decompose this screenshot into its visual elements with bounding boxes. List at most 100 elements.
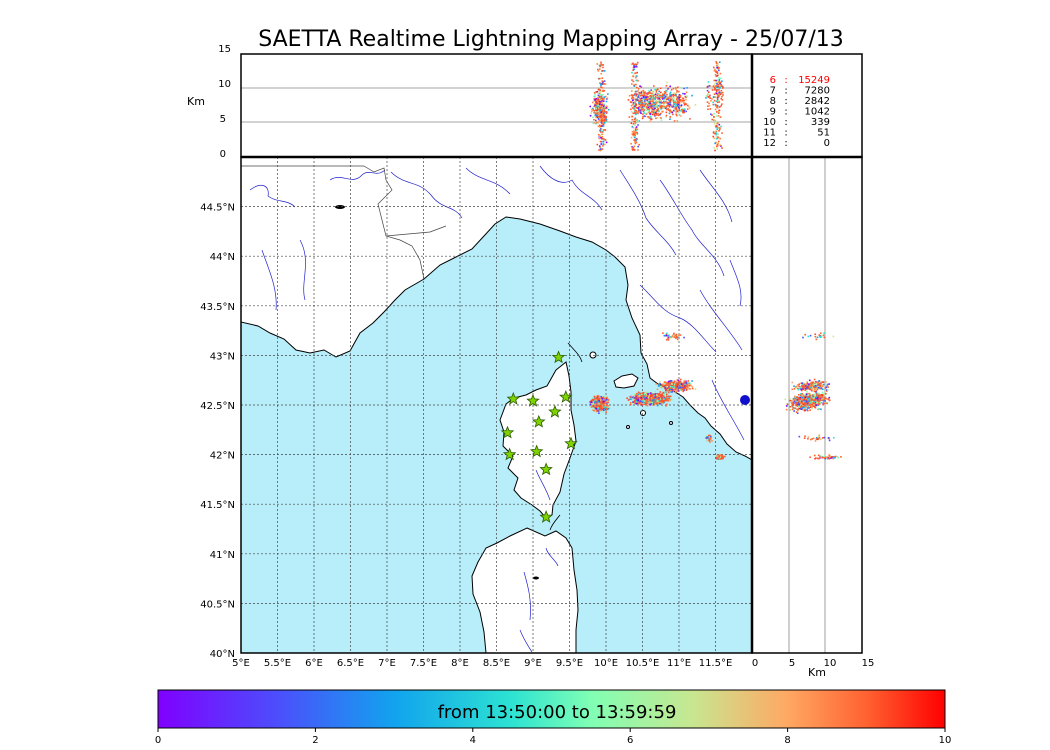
- altitude-source-point: [633, 87, 635, 89]
- altitude-source-point: [717, 122, 719, 125]
- lightning-source-point: [642, 392, 645, 395]
- altitude-source-point: [600, 95, 603, 98]
- side-source-point: [828, 457, 831, 460]
- side-source-point: [824, 402, 826, 405]
- altitude-source-point: [651, 109, 653, 112]
- altitude-source-point: [664, 107, 667, 110]
- altitude-source-point: [670, 94, 673, 97]
- altitude-source-point: [600, 101, 602, 103]
- altitude-source-point: [715, 137, 718, 140]
- lightning-source-point: [628, 395, 631, 398]
- lightning-source-point: [663, 393, 665, 396]
- lightning-source-point: [678, 385, 681, 387]
- altitude-source-point: [713, 84, 716, 87]
- altitude-source-point: [602, 69, 604, 72]
- altitude-source-point: [596, 121, 598, 124]
- altitude-source-point: [652, 105, 655, 108]
- altitude-source-point: [654, 88, 656, 91]
- altitude-source-point: [601, 98, 604, 101]
- lightning-source-point: [643, 395, 645, 397]
- side-source-point: [806, 396, 808, 398]
- side-source-point: [840, 456, 842, 458]
- altitude-source-point: [666, 102, 668, 104]
- lightning-source-point: [684, 380, 687, 383]
- side-source-point: [823, 394, 826, 397]
- altitude-source-point: [634, 117, 637, 119]
- lightning-source-point: [634, 397, 636, 399]
- altitude-source-point: [647, 106, 650, 109]
- stat-altitude: 11: [763, 128, 776, 139]
- altitude-source-point: [593, 105, 596, 108]
- lightning-source-point: [630, 395, 633, 397]
- lat-tick-label: 41.5°N: [200, 500, 235, 511]
- altitude-source-point: [719, 144, 721, 147]
- altitude-source-point: [672, 101, 675, 104]
- altitude-source-point: [604, 106, 606, 108]
- altitude-source-point: [638, 94, 641, 96]
- side-source-point: [810, 438, 812, 441]
- altitude-source-point: [641, 101, 644, 104]
- lightning-source-point: [665, 404, 667, 407]
- altitude-source-point: [659, 113, 661, 116]
- altitude-source-point: [634, 112, 636, 114]
- lightning-source-point: [663, 396, 665, 398]
- radar-marker: [740, 395, 750, 405]
- lightning-source-point: [604, 407, 607, 409]
- altitude-source-point: [678, 94, 681, 96]
- altitude-source-point: [638, 109, 640, 111]
- altitude-source-point: [601, 148, 604, 150]
- altitude-source-point: [672, 105, 675, 108]
- altitude-latitude-scatter: [784, 332, 842, 460]
- side-source-point: [799, 401, 801, 404]
- altitude-source-point: [607, 93, 609, 95]
- lightning-source-point: [630, 403, 632, 406]
- side-source-point: [809, 394, 811, 397]
- lightning-source-point: [711, 440, 713, 442]
- lightning-source-point: [669, 395, 672, 398]
- lightning-source-point: [596, 398, 599, 401]
- altitude-source-point: [715, 131, 717, 134]
- altitude-source-point: [633, 105, 635, 108]
- lightning-source-point: [589, 403, 592, 406]
- altitude-source-point: [596, 108, 599, 110]
- altitude-source-point: [721, 80, 723, 82]
- altitude-source-point: [647, 115, 649, 118]
- altitude-source-point: [682, 92, 684, 95]
- side-source-point: [825, 385, 828, 388]
- lightning-source-point: [672, 333, 675, 336]
- altitude-source-point: [673, 94, 676, 97]
- side-source-point: [821, 384, 824, 387]
- side-source-point: [814, 384, 817, 387]
- lightning-source-point: [598, 399, 600, 402]
- lightning-source-point: [641, 400, 643, 403]
- altitude-source-point: [663, 104, 666, 107]
- altitude-source-point: [676, 114, 678, 117]
- altitude-source-point: [601, 125, 604, 127]
- altitude-source-point: [716, 86, 718, 89]
- altitude-source-point: [655, 88, 658, 90]
- altitude-source-point: [659, 94, 661, 97]
- side-source-point: [807, 437, 809, 440]
- lightning-source-point: [674, 384, 677, 387]
- lightning-source-point: [632, 396, 634, 399]
- altitude-source-point: [712, 85, 715, 88]
- altitude-source-point: [714, 142, 716, 145]
- side-source-point: [793, 388, 796, 390]
- side-source-point: [819, 401, 821, 404]
- side-source-point: [803, 409, 806, 412]
- altitude-source-point: [672, 100, 674, 103]
- side-source-point: [800, 400, 803, 402]
- lightning-source-point: [600, 409, 603, 412]
- stat-count: 2842: [805, 96, 830, 107]
- side-source-point: [815, 386, 818, 389]
- altitude-source-point: [634, 134, 636, 137]
- altitude-source-point: [686, 87, 688, 89]
- altitude-source-point: [637, 96, 639, 98]
- altitude-source-point: [631, 95, 634, 98]
- altitude-source-point: [651, 93, 654, 96]
- side-source-point: [828, 455, 831, 458]
- altitude-source-point: [593, 99, 595, 102]
- lightning-source-point: [670, 399, 673, 401]
- altitude-source-point: [602, 93, 604, 96]
- lightning-source-point: [673, 332, 675, 335]
